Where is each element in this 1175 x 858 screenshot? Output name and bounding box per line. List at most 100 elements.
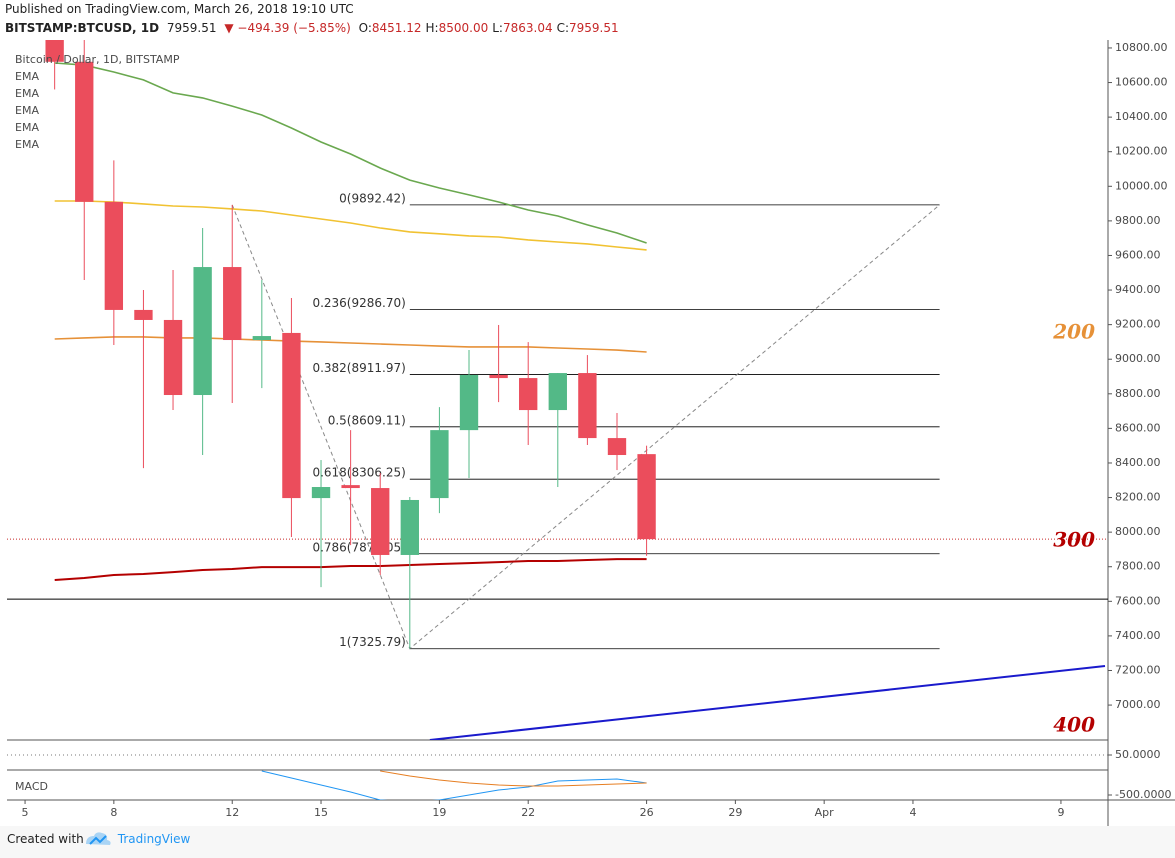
y-tick-label: 7600.00 <box>1115 594 1161 607</box>
y-tick-label: 8400.00 <box>1115 456 1161 469</box>
last-price: 7959.51 <box>166 21 217 35</box>
ohlc-value: 8451.12 <box>371 21 422 35</box>
candle-body <box>519 378 538 411</box>
x-tick-label: 12 <box>225 806 239 819</box>
legend-entry: EMA <box>15 121 39 134</box>
y-tick-label: 9200.00 <box>1115 318 1161 331</box>
y-tick-label: 7800.00 <box>1115 560 1161 573</box>
x-tick-label: 8 <box>110 806 117 819</box>
ohlc-label: C: <box>556 21 570 35</box>
legend-entry: EMA <box>15 104 39 117</box>
ohlc-value: 7863.04 <box>502 21 553 35</box>
x-tick-label: 15 <box>314 806 328 819</box>
y-tick-label: 10400.00 <box>1115 110 1168 123</box>
candle-body <box>400 499 419 555</box>
y-tick-label: 7200.00 <box>1115 663 1161 676</box>
fib-label: 1(7325.79) <box>339 635 406 649</box>
publish-text: Published on TradingView.com, March 26, … <box>5 2 354 16</box>
legend-entry: EMA <box>15 70 39 83</box>
candle-body <box>45 40 64 62</box>
y-tick-label: 10600.00 <box>1115 76 1168 89</box>
candle-body <box>341 485 360 489</box>
candle-body <box>637 454 656 540</box>
candle-body <box>134 309 153 320</box>
fib-label: 0.236(9286.70) <box>312 296 405 310</box>
ema-line <box>54 62 647 244</box>
candle-body <box>223 267 242 341</box>
legend-title: Bitcoin / Dollar, 1D, BITSTAMP <box>15 53 180 66</box>
tv-logo <box>86 832 111 845</box>
candle-body <box>371 488 390 555</box>
ema-line <box>54 200 647 251</box>
legend-entry: EMA <box>15 87 39 100</box>
quote-line: BITSTAMP:BTCUSD, 1D 7959.51 ▼ −494.39 (−… <box>5 21 627 35</box>
candle-body <box>578 373 597 439</box>
x-tick-label: 29 <box>728 806 742 819</box>
ema-line <box>54 558 647 581</box>
candle-body <box>193 267 212 396</box>
candle-body <box>489 374 508 379</box>
ohlc-label: O: <box>358 21 372 35</box>
logo-line <box>89 835 107 845</box>
y-tick-label: 8200.00 <box>1115 491 1161 504</box>
legend-entry: EMA <box>15 138 39 151</box>
footer: Created with TradingView <box>7 832 190 846</box>
x-tick-label: 9 <box>1057 806 1064 819</box>
y-tick-label: -500.0000 <box>1115 788 1171 801</box>
annotation: 300 <box>1053 528 1095 552</box>
y-tick-label: 7400.00 <box>1115 629 1161 642</box>
candle-body <box>430 430 449 499</box>
footer-bar <box>0 826 1175 858</box>
x-tick-label: 26 <box>640 806 654 819</box>
ema-line <box>54 336 647 353</box>
x-tick-label: 22 <box>521 806 535 819</box>
macd-line <box>261 770 647 800</box>
overlay: 7000.00 7200.00 7400.00 7600.00 7800.00 8000.… <box>15 41 1171 819</box>
fib-label: 0.786(7875.05) <box>312 540 405 554</box>
ohlc-value: 7959.51 <box>569 21 619 35</box>
main-pane: 0(9892.42) 0.236(9286.70) 0.382(8911.97) 0.… <box>7 40 1108 740</box>
y-tick-label: 9000.00 <box>1115 352 1161 365</box>
pane-title: MACD <box>15 780 48 793</box>
brand: TradingView <box>117 832 191 846</box>
x-tick-label: Apr <box>815 806 835 819</box>
candle-body <box>282 332 301 499</box>
ohlc-label: L: <box>492 21 503 35</box>
y-tick-label: 8000.00 <box>1115 525 1161 538</box>
candle-body <box>548 373 567 411</box>
x-tick-label: 19 <box>432 806 446 819</box>
ohlc-label: H: <box>425 21 439 35</box>
annotation: 400 <box>1053 713 1095 737</box>
candle-body <box>75 61 94 202</box>
x-tick-label: 4 <box>909 806 916 819</box>
created-with: Created with <box>7 832 84 846</box>
y-tick-label: 9600.00 <box>1115 248 1161 261</box>
macd-line <box>380 770 647 787</box>
y-tick-label: 10200.00 <box>1115 145 1168 158</box>
y-tick-label: 9800.00 <box>1115 214 1161 227</box>
y-tick-label: 9400.00 <box>1115 283 1161 296</box>
y-tick-label: 10000.00 <box>1115 179 1168 192</box>
ohlc: O:8451.12 H:8500.00 L:7863.04 C:7959.51 <box>359 21 623 35</box>
fib-label: 0.618(8306.25) <box>312 466 405 480</box>
candle-body <box>607 438 627 456</box>
candle-body <box>459 374 479 431</box>
fib-label: 0(9892.42) <box>339 191 406 205</box>
macd-pane <box>261 770 647 800</box>
candle-body <box>163 319 183 396</box>
y-tick-label: 8800.00 <box>1115 387 1161 400</box>
y-tick-label: 8600.00 <box>1115 421 1161 434</box>
candle-body <box>311 487 331 499</box>
y-tick-label: 50.0000 <box>1115 748 1161 761</box>
x-tick-label: 5 <box>22 806 29 819</box>
fib-label: 0.382(8911.97) <box>312 361 405 375</box>
symbol: BITSTAMP:BTCUSD, 1D <box>5 21 160 35</box>
change: ▼ −494.39 (−5.85%) <box>224 21 351 35</box>
publish-line: Published on TradingView.com, March 26, … <box>5 2 358 16</box>
fib-label: 0.5(8609.11) <box>328 413 406 427</box>
y-tick-label: 7000.00 <box>1115 698 1161 711</box>
candle-body <box>252 336 272 341</box>
y-tick-label: 10800.00 <box>1115 41 1168 54</box>
